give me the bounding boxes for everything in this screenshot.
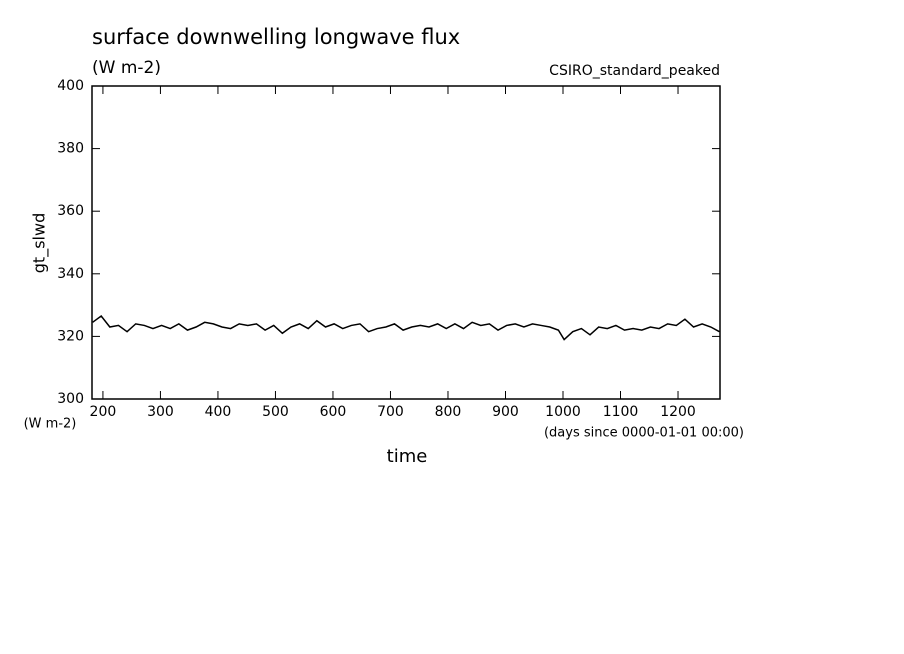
x-tick-label: 400 [205,404,232,420]
x-tick-label: 200 [90,404,117,420]
x-tick-label: 1200 [660,404,696,420]
x-tick-label: 900 [492,404,519,420]
x-tick-label: 800 [435,404,462,420]
y-tick-label: 360 [57,203,84,219]
x-axis-label: time [387,446,428,467]
y-tick-label: 300 [57,391,84,407]
y-tick-label: 340 [57,266,84,282]
x-tick-label: 500 [262,404,289,420]
y-axis-units: (W m-2) [24,417,77,432]
y-tick-label: 320 [57,328,84,344]
plot-frame [91,85,721,400]
x-tick-label: 300 [147,404,174,420]
y-tick-label: 400 [57,78,84,94]
annotation: CSIRO_standard_peaked [549,63,720,79]
y-tick-label: 380 [57,141,84,157]
x-tick-label: 600 [320,404,347,420]
chart-title: surface downwelling longwave flux [92,25,460,49]
x-tick-label: 1100 [603,404,639,420]
chart-subtitle: (W m-2) [92,58,161,78]
x-axis-units: (days since 0000-01-01 00:00) [544,426,744,441]
x-tick-label: 1000 [545,404,581,420]
data-line [92,315,720,341]
x-tick-label: 700 [377,404,404,420]
y-axis-label: gt_slwd [30,213,50,273]
